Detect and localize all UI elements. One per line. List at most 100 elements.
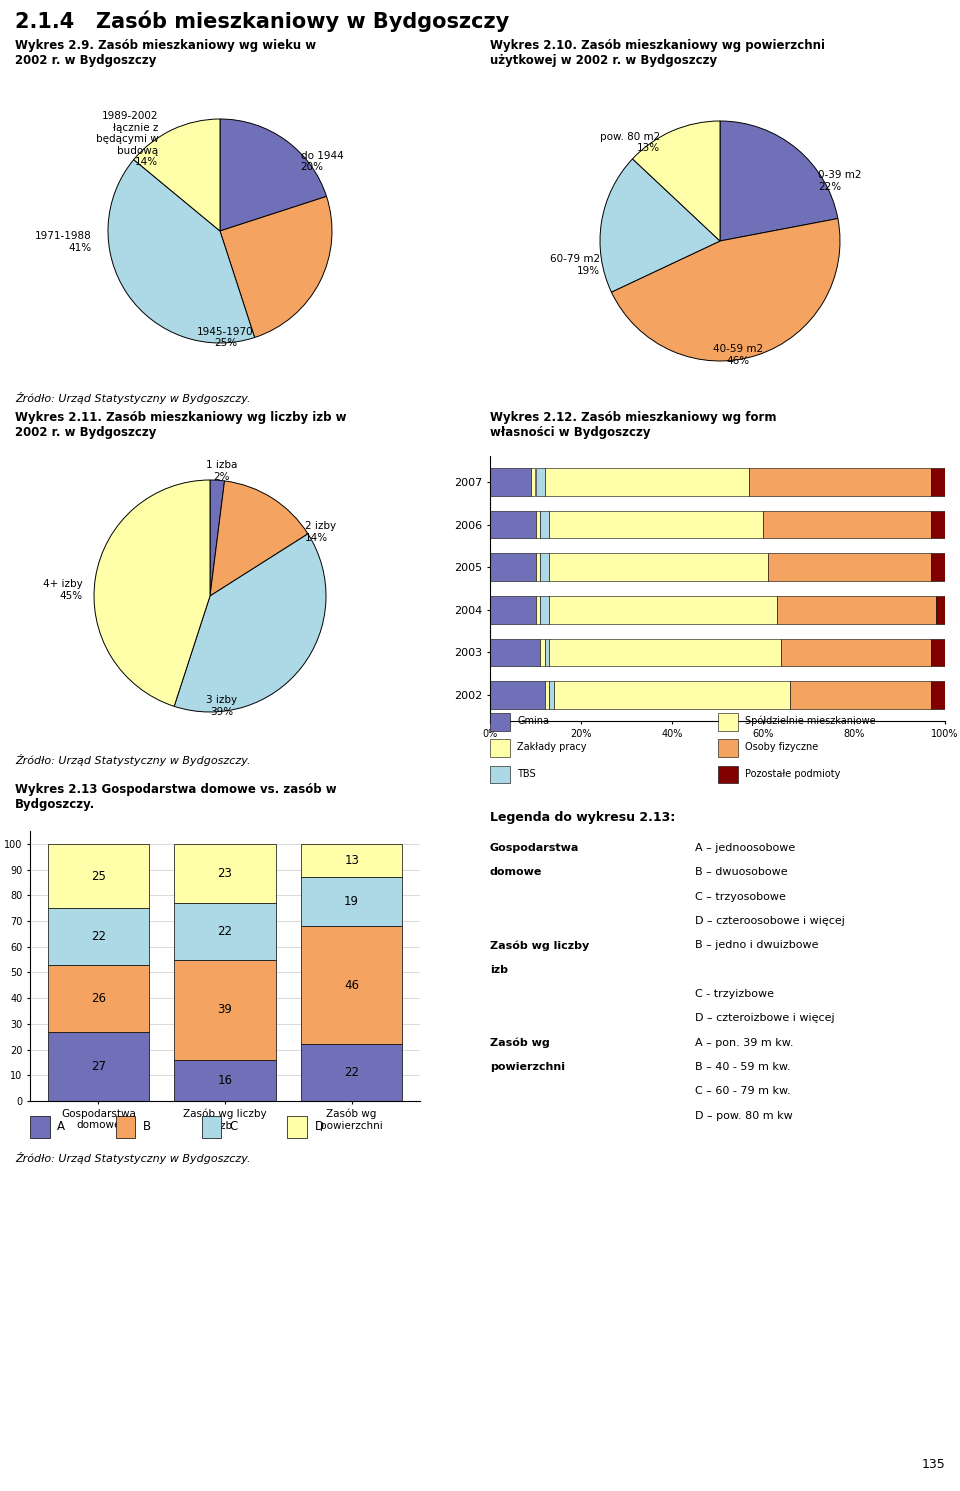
Text: 1945-1970
25%: 1945-1970 25% (198, 327, 253, 349)
Bar (301, 1044, 402, 1100)
Bar (490, 681, 544, 708)
Wedge shape (633, 121, 720, 242)
Text: 46: 46 (344, 978, 359, 992)
Bar (490, 511, 536, 538)
Text: pow. 80 m2
13%: pow. 80 m2 13% (600, 131, 660, 154)
Text: Zasób wg: Zasób wg (490, 1038, 550, 1048)
Bar (301, 844, 402, 877)
Text: Pozostałe podmioty: Pozostałe podmioty (745, 769, 840, 778)
Text: do 1944
20%: do 1944 20% (300, 151, 344, 173)
Bar (540, 596, 549, 623)
Text: 0-39 m2
22%: 0-39 m2 22% (818, 170, 862, 192)
Bar (175, 844, 276, 904)
Bar (544, 638, 549, 666)
Text: C – trzyosobowe: C – trzyosobowe (695, 892, 785, 902)
Text: Źródło: Urząd Statystyczny w Bydgoszczy.: Źródło: Urząd Statystyczny w Bydgoszczy. (15, 392, 251, 404)
Bar (931, 468, 945, 497)
Text: 39: 39 (218, 1003, 232, 1017)
Text: D – pow. 80 m kw: D – pow. 80 m kw (695, 1111, 793, 1121)
Text: A – pon. 39 m kw.: A – pon. 39 m kw. (695, 1038, 793, 1048)
FancyBboxPatch shape (490, 740, 511, 757)
Text: 16: 16 (218, 1074, 232, 1087)
Text: C: C (228, 1120, 237, 1133)
Text: A: A (58, 1120, 65, 1133)
Bar (48, 908, 149, 965)
Bar (48, 844, 149, 908)
Wedge shape (108, 160, 254, 343)
Bar (175, 904, 276, 960)
Bar (536, 596, 540, 623)
Text: 23: 23 (218, 866, 232, 880)
Text: Zakłady pracy: Zakłady pracy (517, 743, 587, 753)
Text: 1989-2002
łącznie z
będącymi w
budową
14%: 1989-2002 łącznie z będącymi w budową 14… (96, 110, 158, 167)
Bar (540, 511, 549, 538)
Bar (781, 638, 931, 666)
FancyBboxPatch shape (490, 766, 511, 783)
Text: Gospodarstwa: Gospodarstwa (490, 842, 580, 853)
Bar (490, 638, 540, 666)
FancyBboxPatch shape (202, 1115, 221, 1138)
Bar (490, 553, 536, 581)
FancyBboxPatch shape (30, 1115, 50, 1138)
Text: B – jedno i dwuizbowe: B – jedno i dwuizbowe (695, 941, 818, 950)
Text: Źródło: Urząd Statystyczny w Bydgoszczy.: Źródło: Urząd Statystyczny w Bydgoszczy. (15, 754, 251, 766)
Bar (763, 511, 931, 538)
Text: C - trzyizbowe: C - trzyizbowe (695, 989, 774, 999)
Wedge shape (210, 482, 308, 596)
Text: domowe: domowe (490, 868, 542, 877)
Text: 27: 27 (91, 1060, 106, 1074)
Text: Wykres 2.13 Gospodarstwa domowe vs. zasób w
Bydgoszczy.: Wykres 2.13 Gospodarstwa domowe vs. zasó… (15, 783, 337, 811)
Text: D – czteroosobowe i więcej: D – czteroosobowe i więcej (695, 915, 845, 926)
Text: Legenda do wykresu 2.13:: Legenda do wykresu 2.13: (490, 811, 675, 825)
Bar (536, 468, 544, 497)
Bar (790, 681, 931, 708)
Bar (48, 965, 149, 1032)
Bar (301, 877, 402, 926)
Bar (175, 1060, 276, 1100)
Bar (549, 638, 781, 666)
Text: 2.1.4   Zasób mieszkaniowy w Bydgoszczy: 2.1.4 Zasób mieszkaniowy w Bydgoszczy (15, 10, 509, 31)
Text: Wykres 2.9. Zasób mieszkaniowy wg wieku w
2002 r. w Bydgoszczy: Wykres 2.9. Zasób mieszkaniowy wg wieku … (15, 39, 316, 67)
Wedge shape (94, 480, 210, 707)
Bar (490, 596, 536, 623)
Bar (931, 553, 945, 581)
Text: C – 60 - 79 m kw.: C – 60 - 79 m kw. (695, 1087, 790, 1096)
Text: 25: 25 (91, 869, 106, 883)
Bar (301, 926, 402, 1044)
Bar (931, 511, 945, 538)
Wedge shape (210, 480, 225, 596)
Text: 3 izby
39%: 3 izby 39% (206, 695, 237, 717)
Wedge shape (220, 119, 326, 231)
Bar (536, 511, 540, 538)
Bar (549, 511, 763, 538)
Text: Źródło: Urząd Statystyczny w Bydgoszczy.: Źródło: Urząd Statystyczny w Bydgoszczy. (15, 1153, 251, 1164)
Bar (540, 553, 549, 581)
Wedge shape (720, 121, 838, 242)
Bar (931, 681, 945, 708)
Bar (777, 596, 936, 623)
Bar (549, 553, 768, 581)
Text: 1971-1988
41%: 1971-1988 41% (35, 231, 91, 253)
Text: 1 izba
2%: 1 izba 2% (205, 459, 237, 482)
Text: 135: 135 (922, 1458, 945, 1472)
Bar (490, 468, 531, 497)
Bar (175, 960, 276, 1060)
Bar (931, 638, 945, 666)
Text: B – dwuosobowe: B – dwuosobowe (695, 868, 787, 877)
Text: 2 izby
14%: 2 izby 14% (305, 522, 336, 543)
FancyBboxPatch shape (717, 713, 738, 731)
Bar (544, 681, 549, 708)
Wedge shape (600, 160, 720, 292)
Bar (750, 468, 931, 497)
Text: 4+ izby
45%: 4+ izby 45% (42, 580, 83, 601)
Text: 60-79 m2
19%: 60-79 m2 19% (550, 253, 600, 276)
Bar (768, 553, 931, 581)
Text: D: D (315, 1120, 324, 1133)
Bar (540, 638, 544, 666)
Text: Wykres 2.10. Zasób mieszkaniowy wg powierzchni
użytkowej w 2002 r. w Bydgoszczy: Wykres 2.10. Zasób mieszkaniowy wg powie… (490, 39, 825, 67)
Text: 26: 26 (91, 992, 106, 1005)
Text: 19: 19 (344, 895, 359, 908)
Text: powierzchni: powierzchni (490, 1062, 565, 1072)
Wedge shape (133, 119, 220, 231)
FancyBboxPatch shape (717, 740, 738, 757)
